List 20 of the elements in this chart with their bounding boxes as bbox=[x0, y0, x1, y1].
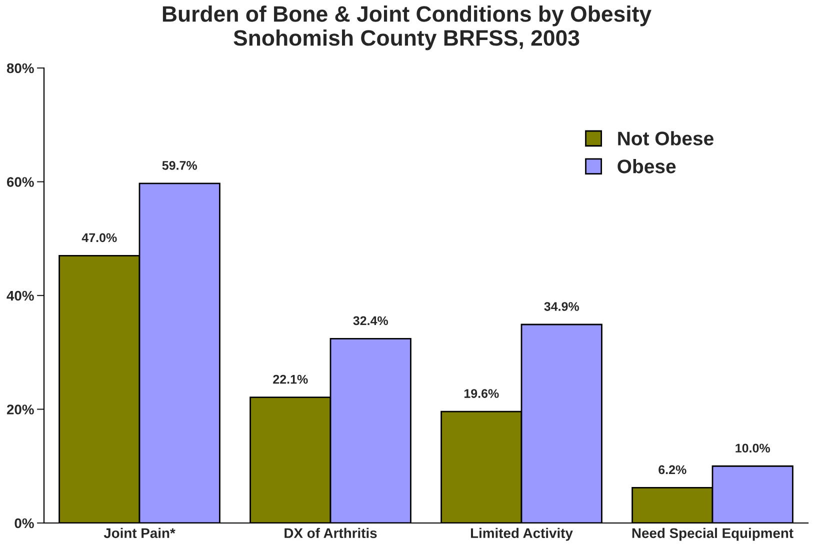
x-tick-label: DX of Arthritis bbox=[284, 528, 377, 538]
y-tick-label: 60% bbox=[6, 177, 34, 187]
legend-label: Obese bbox=[618, 159, 676, 174]
data-label: 32.4% bbox=[353, 316, 388, 326]
data-label: 22.1% bbox=[273, 374, 308, 384]
x-tick-label: Limited Activity bbox=[470, 528, 573, 541]
y-tick-label: 80% bbox=[6, 63, 34, 74]
data-label: 59.7% bbox=[162, 161, 198, 170]
y-tick-label: 40% bbox=[6, 290, 34, 301]
data-label: 19.6% bbox=[464, 389, 499, 398]
y-tick-label: 20% bbox=[6, 404, 34, 414]
chart-title: Burden of Bone & Joint Conditions by Obesity Snohomish County BRFSS, 2003 bbox=[162, 6, 652, 50]
y-tick-label: 0% bbox=[14, 518, 34, 528]
data-label: 34.9% bbox=[544, 302, 580, 311]
data-label: 6.2% bbox=[658, 465, 686, 474]
x-tick-label: Joint Pain* bbox=[104, 528, 176, 538]
data-label: 10.0% bbox=[736, 444, 770, 453]
data-label: 47.0% bbox=[82, 233, 117, 242]
legend-label: Not Obese bbox=[618, 131, 714, 146]
x-tick-label: Need Special Equipment bbox=[632, 528, 794, 541]
